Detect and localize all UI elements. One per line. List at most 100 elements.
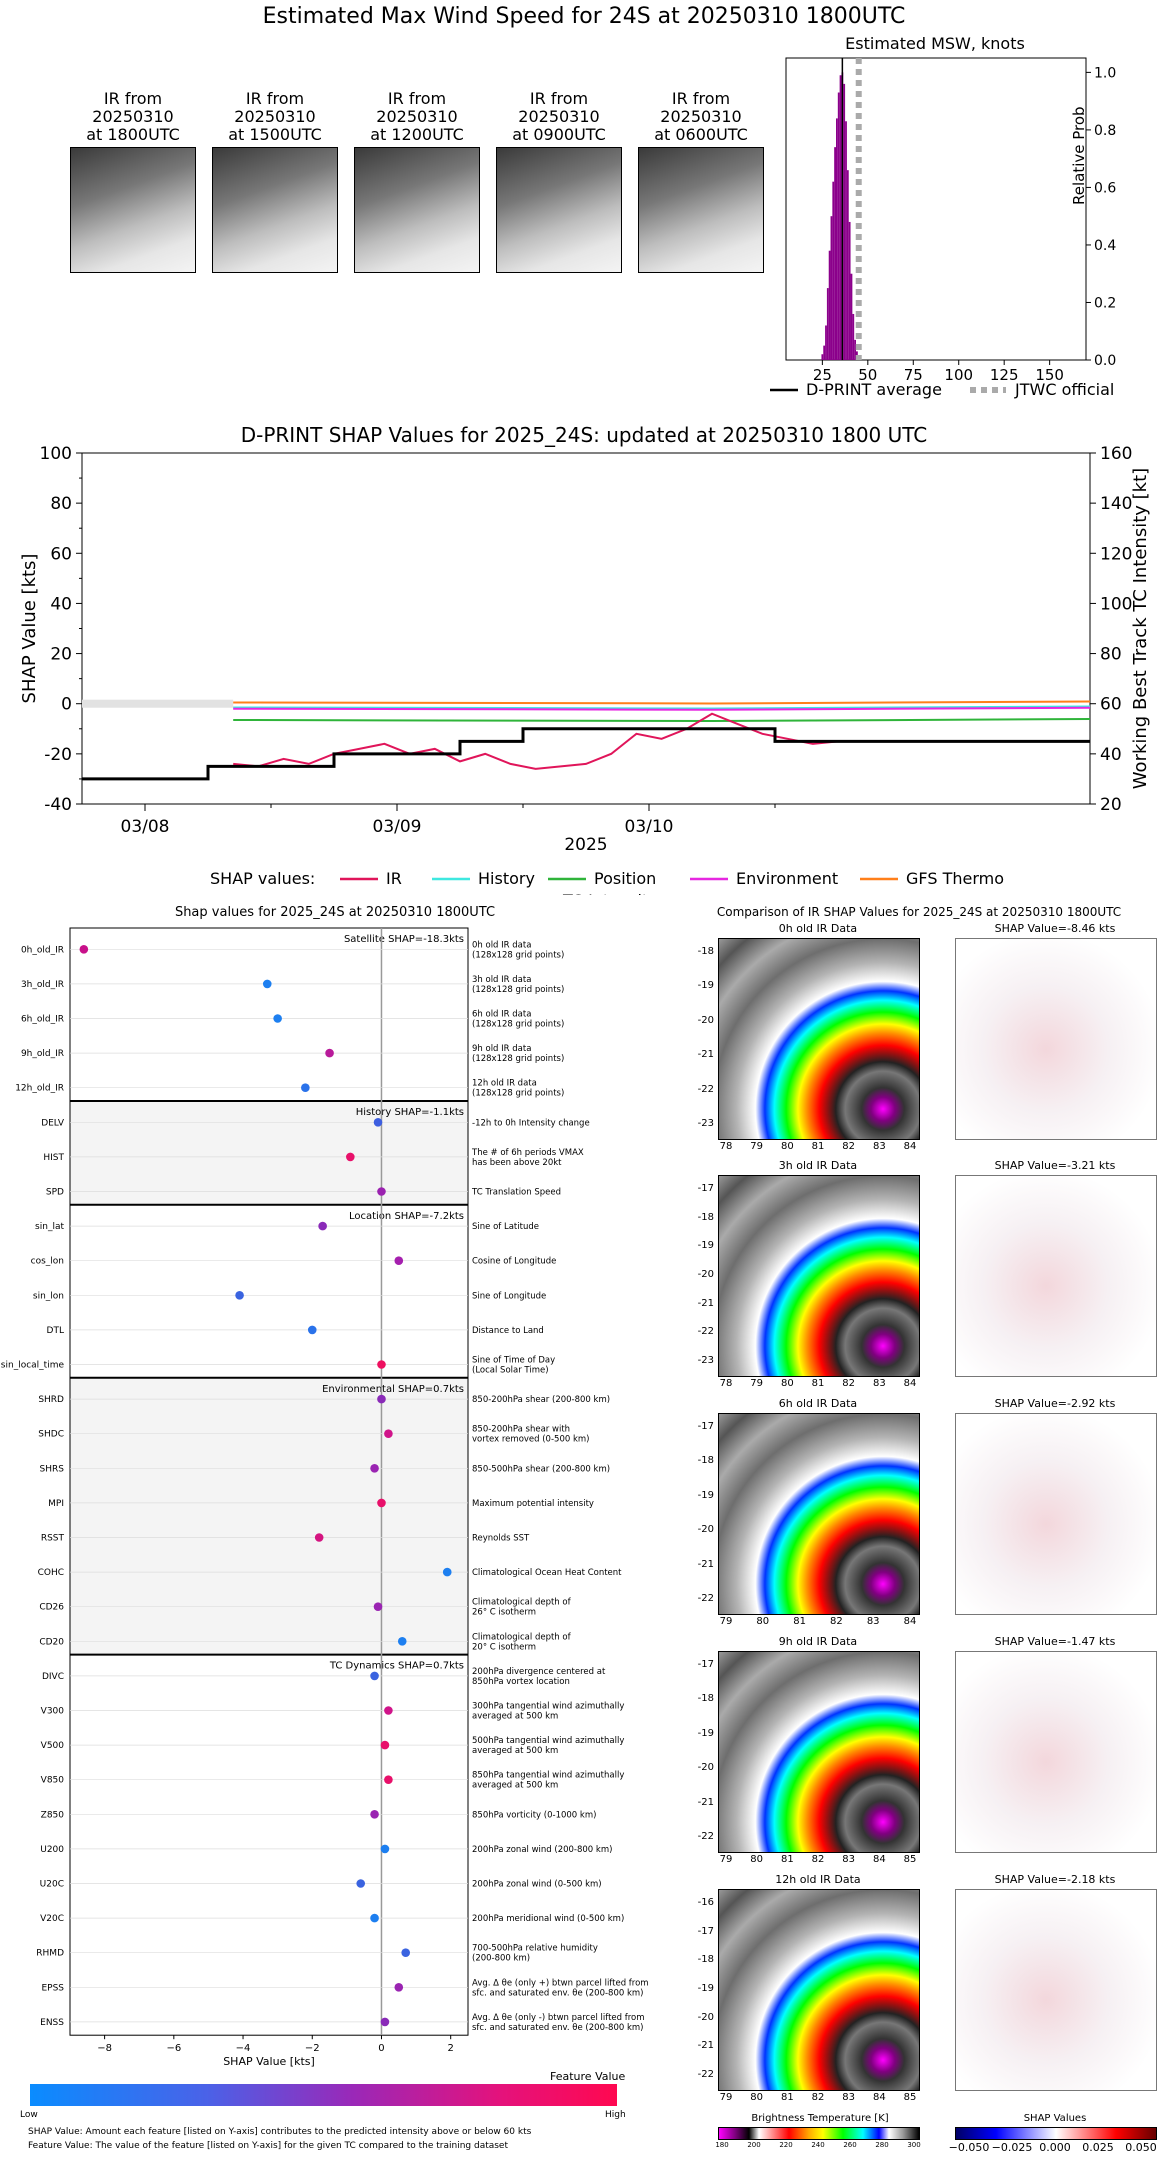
ir-panel-title: 3h old IR Data — [778, 1159, 858, 1172]
ts-xtick-label: 03/10 — [625, 817, 674, 837]
dot-xtick-label: −6 — [166, 2043, 181, 2054]
legend-label: Position — [594, 869, 656, 888]
ir-xtick-label: 82 — [842, 1141, 856, 1152]
note-shap: SHAP Value: Amount each feature [listed … — [28, 2127, 532, 2137]
msw-bar — [823, 345, 826, 360]
dot-feature-name: RHMD — [36, 1949, 64, 1959]
dot-feature-name: 12h_old_IR — [15, 1084, 64, 1094]
ir-xtick-label: 82 — [811, 2092, 825, 2103]
dot-feature-name: sin_local_time — [1, 1361, 65, 1371]
msw-bar — [843, 83, 846, 360]
ts-nodata-band — [82, 699, 234, 708]
ts-ytick-right-label: 160 — [1100, 444, 1132, 464]
msw-xtick-label: 150 — [1035, 366, 1064, 384]
dot-feature-desc: 300hPa tangential wind azimuthally — [472, 1702, 624, 1712]
dot-feature-desc: Sine of Latitude — [472, 1222, 539, 1232]
ir-ytick-label: -21 — [697, 1558, 714, 1570]
dot-feature-desc: 850hPa tangential wind azimuthally — [472, 1771, 624, 1781]
dot-feature-name: U20C — [40, 1880, 64, 1890]
dot-point — [325, 1048, 334, 1058]
msw-ytick-label: 0.6 — [1094, 180, 1116, 196]
ts-xtick-label: 03/09 — [373, 817, 422, 837]
shap-colorbar — [955, 2127, 1157, 2140]
dot-feature-desc: averaged at 500 km — [472, 1712, 558, 1722]
ir-ytick-label: -18 — [697, 1954, 714, 1966]
ir-thumbnail-label: IR from 20250310 at 1500UTC — [228, 89, 322, 144]
ir-panel-title: 12h old IR Data — [775, 1873, 861, 1886]
ir-thumbnail-label: IR from 20250310 at 1800UTC — [86, 89, 180, 144]
dot-feature-name: V300 — [41, 1707, 65, 1717]
ir-ytick-label: -17 — [697, 1421, 714, 1432]
ir-ytick-label: -20 — [697, 1762, 714, 1774]
dot-point — [380, 1844, 390, 1854]
ir-xtick-label: 80 — [750, 2092, 764, 2103]
msw-ytick-label: 1.0 — [1094, 65, 1116, 81]
shap-timeseries-chart: 100 80 60 40 20 0 -20 -40 160 140 120 100 80 60 40 20 03… — [19, 444, 1151, 895]
legend-label-intensity: TC Intensity — [562, 891, 658, 895]
ir-ytick-label: -18 — [697, 946, 714, 957]
ts-series-gfs_thermo — [233, 700, 1091, 705]
ir-thumbnail-label: IR from 20250310 at 0900UTC — [512, 89, 606, 144]
ts-ytick-left-label: 80 — [50, 494, 72, 514]
dot-feature-desc: TC Translation Speed — [471, 1188, 561, 1198]
dot-feature-desc: Distance to Land — [472, 1326, 544, 1336]
ir-comparison-title: Comparison of IR SHAP Values for 2025_24… — [716, 905, 1122, 919]
dot-feature-desc: Climatological depth of — [472, 1598, 572, 1608]
dot-point — [401, 1948, 411, 1957]
msw-ytick-label: 0.8 — [1094, 123, 1116, 139]
dot-point — [373, 1118, 383, 1127]
ir-xtick-label: 81 — [780, 2092, 794, 2103]
dot-feature-desc: Avg. Δ θe (only -) btwn parcel lifted fr… — [472, 2013, 645, 2023]
dot-group-label: History SHAP=-1.1kts — [356, 1107, 464, 1118]
ts-series-history — [233, 705, 1091, 710]
msw-bar — [825, 325, 827, 360]
shap-panel-title: SHAP Value=-2.18 kts — [994, 1873, 1116, 1886]
dot-feature-desc: Avg. Δ θe (only +) btwn parcel lifted fr… — [472, 1978, 649, 1988]
shap-tick-label: 0.000 — [1039, 2141, 1071, 2154]
ir-ytick-label: -22 — [697, 1831, 714, 1842]
dot-feature-name: CD26 — [39, 1603, 64, 1613]
dot-feature-desc: 6h old IR data — [472, 1010, 531, 1020]
dot-feature-desc: (Local Solar Time) — [472, 1366, 549, 1376]
dot-feature-desc: 20° C isotherm — [472, 1642, 536, 1652]
ir-ytick-label: -20 — [697, 2011, 714, 2023]
dot-group-bg — [70, 1204, 468, 1378]
ir-thumbnail-label: IR from 20250310 at 1200UTC — [370, 89, 464, 144]
dot-xtick-label: 2 — [448, 2043, 454, 2054]
legend-title: SHAP values: — [210, 869, 315, 888]
dot-xtick-label: −8 — [97, 2043, 112, 2054]
ts-ytick-right-label: 140 — [1100, 494, 1132, 514]
ir-thumbnail-image — [212, 147, 338, 273]
dot-point — [380, 2017, 390, 2027]
ir-panel-title: 0h old IR Data — [778, 922, 858, 935]
bt-tick-label: 300 — [907, 2141, 921, 2149]
msw-xtick-label: 25 — [813, 366, 832, 384]
dot-point — [384, 1775, 393, 1784]
dot-feature-desc: 850-500hPa shear (200-800 km) — [472, 1464, 610, 1474]
dot-point — [235, 1291, 244, 1300]
msw-bar — [836, 118, 838, 361]
legend-dprint-label: D-PRINT average — [806, 380, 942, 399]
dot-feature-desc: averaged at 500 km — [472, 1746, 558, 1756]
colorbar-title: Feature Value — [550, 2070, 626, 2083]
dot-feature-name: sin_lat — [35, 1222, 64, 1232]
shap-tick-label: 0.025 — [1082, 2141, 1114, 2154]
ir-ytick-label: -19 — [697, 1240, 714, 1252]
dot-feature-desc: sfc. and saturated env. θe (200-800 km) — [472, 1988, 644, 1998]
ir-thumbnail-image — [354, 147, 480, 273]
dot-feature-desc: 0h old IR data — [472, 940, 531, 950]
dot-feature-desc: averaged at 500 km — [472, 1781, 558, 1791]
msw-ytick-label: 0.4 — [1094, 238, 1116, 254]
dot-group-bg — [70, 1654, 468, 2036]
ts-ytick-right-label: 100 — [1100, 594, 1132, 614]
dot-feature-desc: 12h old IR data — [472, 1079, 537, 1089]
shap-heatmap-image — [955, 1413, 1157, 1615]
msw-bar — [834, 147, 836, 360]
ir-panel-title: 6h old IR Data — [778, 1397, 858, 1410]
dot-group-label: Location SHAP=-7.2kts — [349, 1211, 464, 1222]
dot-feature-desc: Reynolds SST — [472, 1534, 530, 1544]
dot-feature-name: 9h_old_IR — [21, 1049, 64, 1059]
dot-feature-name: ENSS — [40, 2018, 64, 2028]
ir-xtick-label: 79 — [750, 1141, 764, 1152]
dot-feature-desc: 9h old IR data — [472, 1044, 531, 1054]
